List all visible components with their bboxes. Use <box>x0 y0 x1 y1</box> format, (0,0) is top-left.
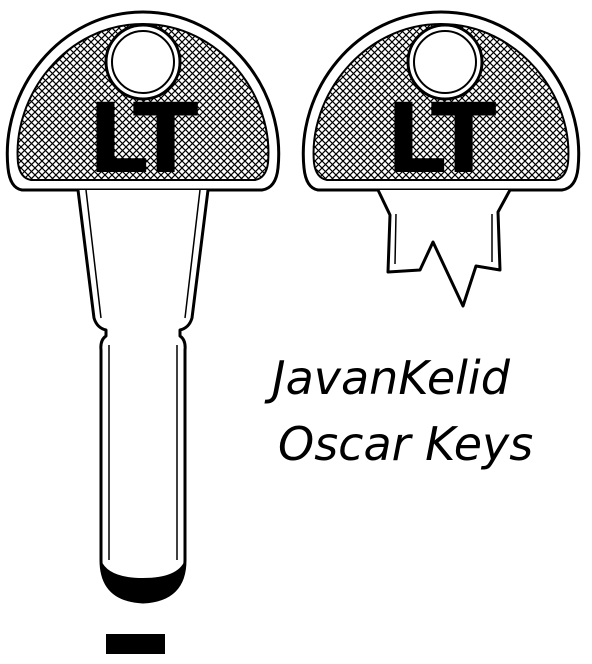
left-key-blade <box>76 189 210 604</box>
left-key-tip-shade <box>101 560 185 602</box>
left-key-depth-marker <box>106 634 165 654</box>
left-key: LT <box>5 10 281 654</box>
right-key-bow-letters: LT <box>386 83 497 195</box>
right-key-bow-hatch <box>312 22 570 181</box>
left-key-bow-letters: LT <box>88 83 199 195</box>
right-key-ring-hole <box>406 23 484 101</box>
left-key-bow-hatch <box>16 22 270 181</box>
caption-line-2: Oscar Keys <box>278 417 533 471</box>
caption: JavanKelid Oscar Keys <box>264 351 533 471</box>
left-key-ring-hole <box>104 23 182 101</box>
caption-line-1: JavanKelid <box>264 351 511 405</box>
right-key-broken-blade <box>376 189 512 308</box>
right-key: LT <box>301 10 581 308</box>
